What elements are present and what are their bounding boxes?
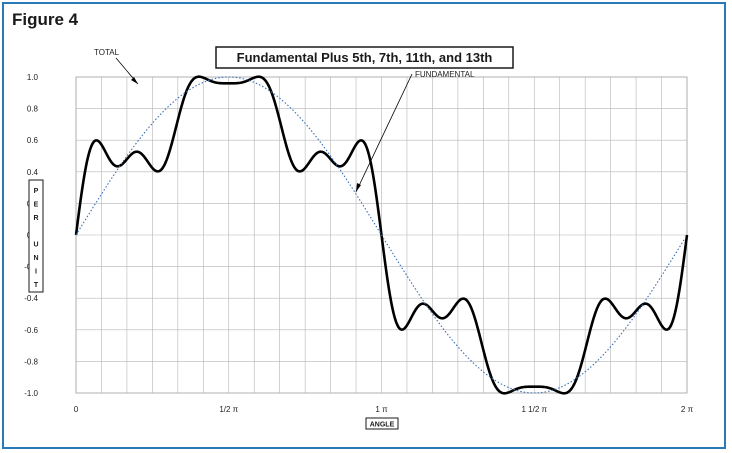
y-axis-label-letter: E xyxy=(34,201,39,208)
annotation-fundamental: FUNDAMENTAL xyxy=(415,70,475,79)
annotation-fundamental-arrowhead xyxy=(356,183,361,192)
x-tick-label: 0 xyxy=(74,405,79,414)
figure-label: Figure 4 xyxy=(12,10,79,29)
x-axis-label: ANGLE xyxy=(370,422,395,429)
y-axis-label-box xyxy=(28,179,44,293)
chart-title-box xyxy=(215,46,514,69)
annotation-fundamental-arrow xyxy=(355,73,413,193)
series xyxy=(74,75,689,395)
figure-frame: Figure 4 xyxy=(2,2,726,449)
annotation-total-arrowhead xyxy=(131,77,138,84)
y-axis-label-letter: P xyxy=(34,188,39,195)
annotation-total: TOTAL xyxy=(94,48,120,57)
y-tick-label: -0.6 xyxy=(24,326,38,335)
y-tick-label: 1.0 xyxy=(27,73,39,82)
chart-title: Fundamental Plus 5th, 7th, 11th, and 13t… xyxy=(237,50,493,65)
series-fundamental-line xyxy=(75,76,688,394)
y-tick-label: -0.8 xyxy=(24,357,38,366)
y-tick-label: 0.4 xyxy=(27,168,39,177)
x-axis-label-box xyxy=(365,417,399,430)
x-tick-label: 1 π xyxy=(375,405,388,414)
y-tick-label: -1.0 xyxy=(24,389,38,398)
x-tick-label: 1 1/2 π xyxy=(521,405,547,414)
x-axis-ticks: 0 1/2 π 1 π 1 1/2 π 2 π xyxy=(74,405,694,414)
y-tick-label: 0.8 xyxy=(27,105,39,114)
y-axis-label-letter: R xyxy=(33,215,38,222)
y-tick-label: 0.6 xyxy=(27,136,39,145)
x-tick-label: 2 π xyxy=(681,405,694,414)
y-axis-label-letter: N xyxy=(33,255,38,262)
y-tick-label: -0.4 xyxy=(24,294,38,303)
y-axis-label-letter: U xyxy=(33,242,38,249)
annotations: TOTAL FUNDAMENTAL xyxy=(94,48,475,193)
grid xyxy=(75,76,688,394)
y-axis-label-letter: T xyxy=(34,282,39,289)
y-axis-label-letter: I xyxy=(35,268,37,275)
x-tick-label: 1/2 π xyxy=(219,405,238,414)
